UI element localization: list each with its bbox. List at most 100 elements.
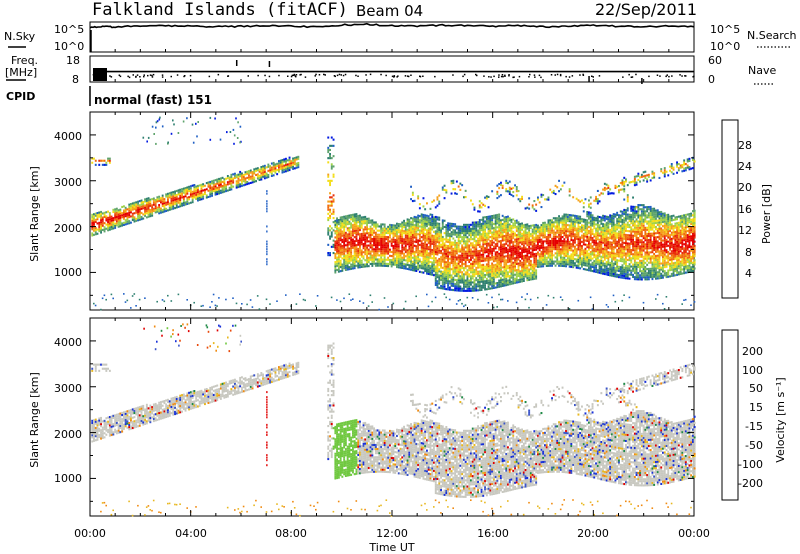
range-gate-cell: [420, 250, 423, 253]
range-gate-cell: [249, 171, 252, 174]
range-gate-cell: [505, 222, 508, 225]
range-gate-cell: [455, 262, 458, 265]
range-gate-cell: [457, 273, 460, 276]
range-gate-cell: [494, 228, 497, 231]
range-gate-cell: [455, 268, 458, 271]
range-gate-cell: [438, 218, 441, 221]
range-gate-cell: [371, 221, 374, 224]
range-gate-cell: [255, 167, 257, 170]
nave-point: [498, 76, 500, 78]
range-gate-cell: [508, 279, 511, 282]
range-gate-cell: [107, 225, 109, 228]
range-gate-cell: [399, 266, 402, 269]
range-gate-cell: [357, 241, 360, 244]
range-gate-cell: [207, 189, 210, 192]
range-gate-cell: [596, 230, 599, 233]
range-gate-cell: [330, 204, 333, 207]
range-gate-cell: [251, 181, 254, 184]
range-gate-cell: [596, 258, 599, 261]
range-gate-cell: [485, 242, 488, 245]
range-gate-cell: [114, 212, 117, 215]
range-gate-cell: [422, 244, 425, 247]
range-gate-cell: [447, 255, 449, 258]
near-range-cell: [156, 300, 158, 303]
range-gate-cell: [295, 156, 298, 159]
range-gate-cell: [341, 218, 344, 221]
range-gate-cell: [570, 259, 573, 262]
range-gate-cell: [161, 211, 164, 214]
range-gate-cell: [436, 280, 439, 283]
range-gate-cell: [433, 199, 435, 202]
range-gate-cell: [538, 240, 541, 243]
range-gate-cell: [408, 249, 411, 252]
range-gate-cell: [329, 229, 331, 232]
range-gate-cell: [100, 215, 102, 218]
range-gate-cell: [466, 232, 469, 235]
range-gate-cell: [561, 227, 564, 230]
range-gate-cell: [505, 282, 508, 285]
range-gate-cell: [426, 256, 428, 259]
range-gate-cell: [214, 187, 217, 190]
range-gate-cell: [415, 251, 418, 254]
range-gate-cell: [563, 265, 566, 268]
range-gate-cell: [394, 226, 397, 229]
range-gate-cell: [329, 214, 331, 217]
range-gate-cell: [441, 254, 444, 257]
range-gate-cell: [390, 230, 393, 233]
range-gate-cell: [401, 235, 404, 238]
range-gate-cell: [568, 220, 571, 223]
range-gate-cell: [403, 240, 405, 243]
range-gate-cell: [514, 251, 516, 254]
range-gate-cell: [360, 226, 363, 229]
range-gate-cell: [500, 279, 502, 282]
range-gate-cell: [512, 278, 515, 281]
range-gate-cell: [463, 248, 465, 251]
range-gate-cell: [202, 193, 205, 196]
range-gate-cell: [216, 178, 219, 181]
range-gate-cell: [596, 234, 599, 237]
range-gate-cell: [459, 234, 462, 237]
range-gate-cell: [478, 287, 481, 290]
range-gate-cell: [290, 162, 293, 165]
range-gate-cell: [117, 209, 120, 212]
range-gate-cell: [348, 243, 351, 246]
range-gate-cell: [440, 285, 442, 288]
range-gate-cell: [468, 289, 471, 292]
range-gate-cell: [448, 228, 451, 231]
range-gate-cell: [406, 220, 409, 223]
range-gate-cell: [350, 218, 353, 221]
range-gate-cell: [346, 245, 349, 248]
range-gate-cell: [292, 167, 294, 170]
range-gate-cell: [357, 264, 360, 267]
range-gate-cell: [367, 265, 370, 268]
range-gate-cell: [478, 274, 481, 277]
range-gate-cell: [581, 259, 583, 262]
range-gate-cell: [565, 215, 567, 218]
range-gate-cell: [581, 226, 583, 229]
range-gate-cell: [558, 250, 560, 253]
range-gate-cell: [408, 241, 411, 244]
range-gate-cell: [475, 258, 478, 261]
range-gate-cell: [163, 208, 166, 211]
range-gate-cell: [413, 234, 416, 237]
range-gate-cell: [577, 199, 580, 202]
range-gate-cell: [579, 238, 582, 241]
range-gate-cell: [260, 170, 263, 173]
range-gate-cell: [94, 229, 97, 232]
range-gate-cell: [355, 227, 358, 230]
range-gate-cell: [487, 287, 490, 290]
range-gate-cell: [147, 211, 150, 214]
range-gate-cell: [417, 197, 420, 200]
range-gate-cell: [477, 237, 479, 240]
range-gate-cell: [374, 262, 377, 265]
range-gate-cell: [526, 268, 529, 271]
near-range-cell: [330, 296, 333, 299]
range-gate-cell: [251, 173, 254, 176]
range-gate-cell: [475, 231, 478, 234]
range-gate-cell: [436, 230, 439, 233]
range-gate-cell: [158, 206, 161, 209]
range-gate-cell: [344, 256, 347, 259]
range-gate-cell: [542, 254, 545, 257]
range-gate-cell: [152, 207, 155, 210]
range-gate-cell: [334, 267, 337, 270]
